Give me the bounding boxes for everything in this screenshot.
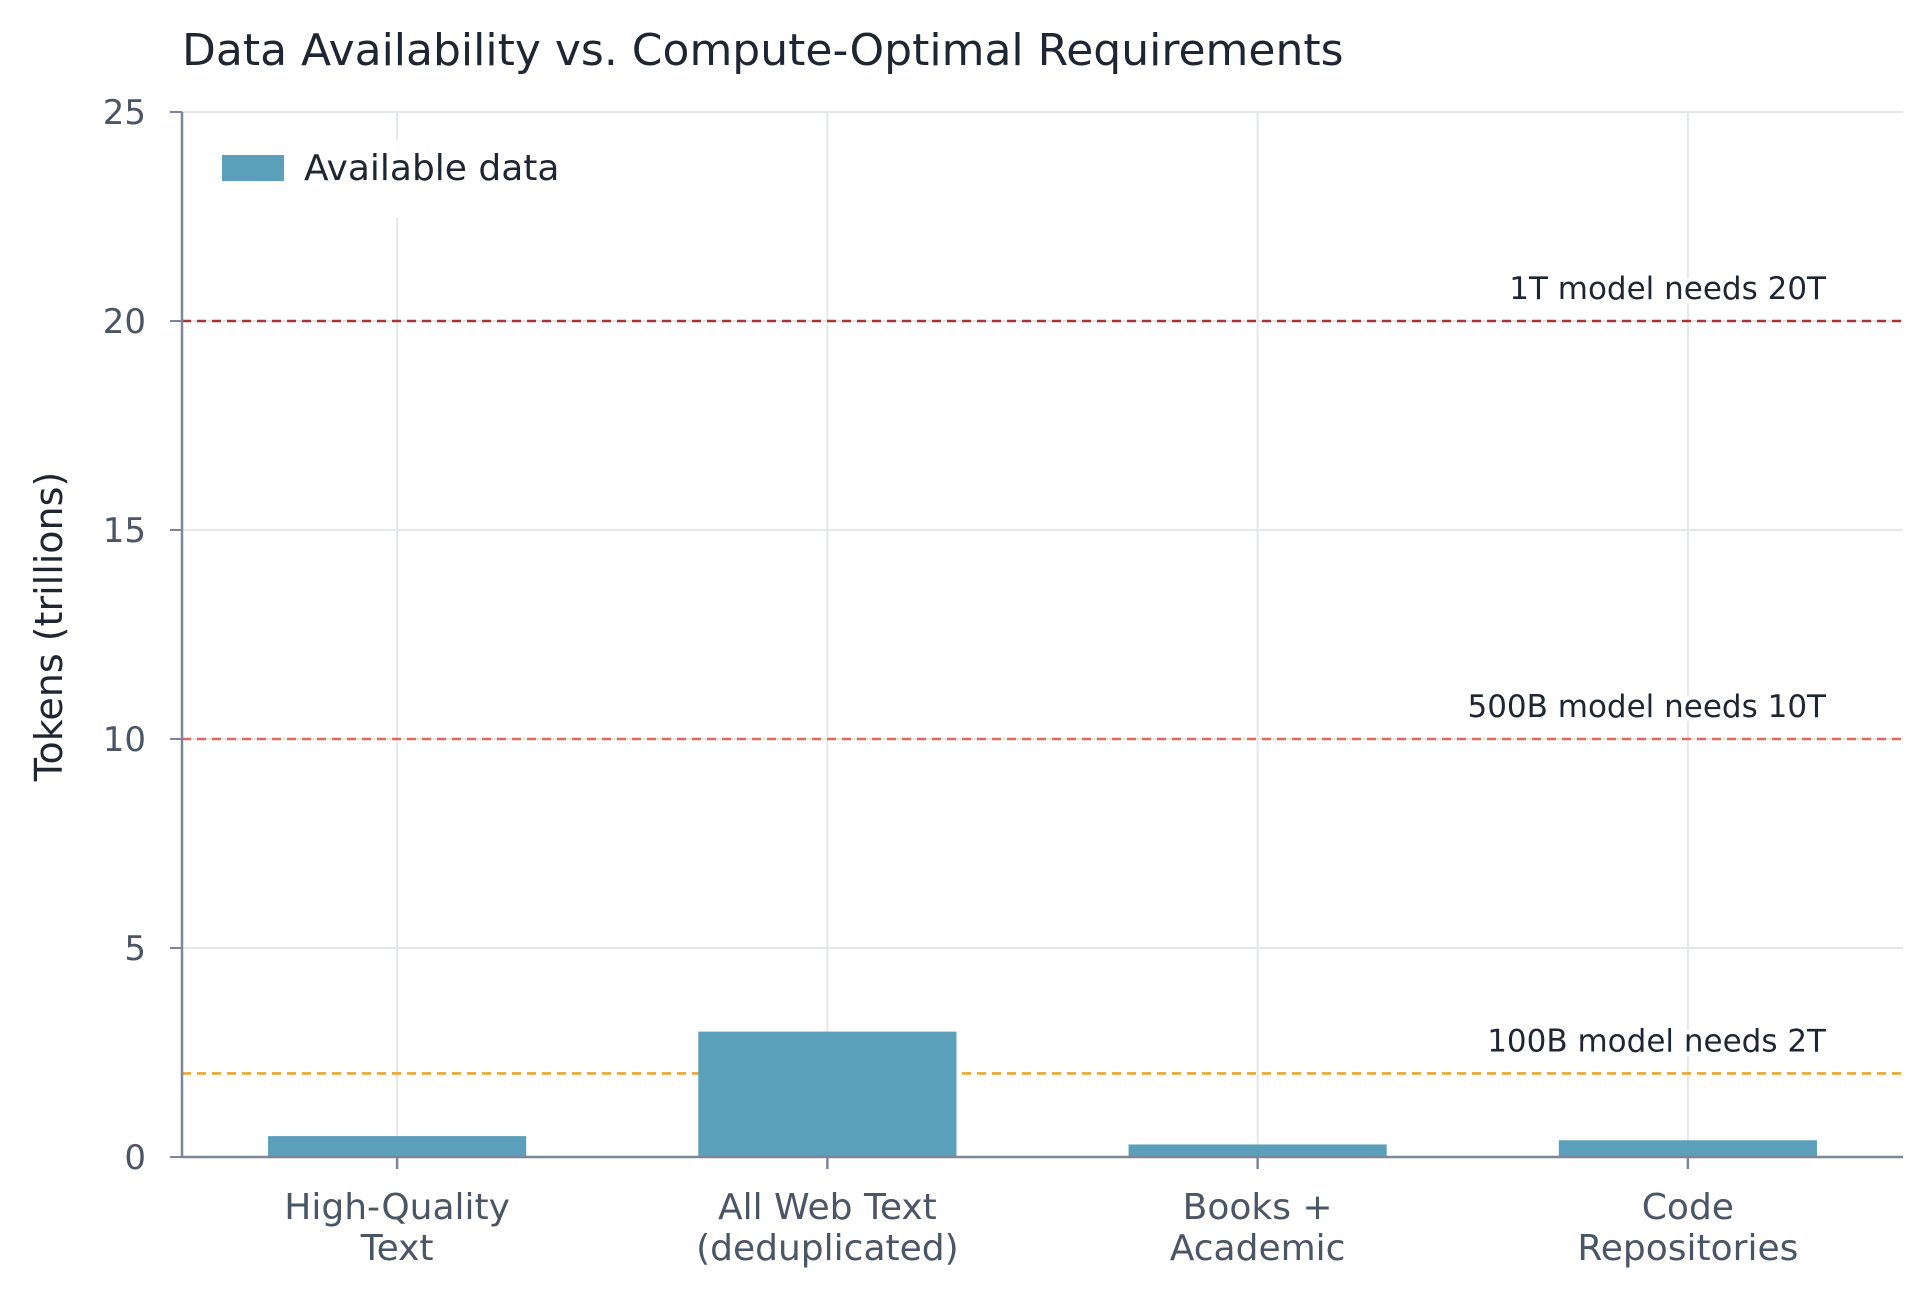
y-tick-label: 5 — [124, 929, 146, 969]
reference-line-label: 100B model needs 2T — [1487, 1023, 1827, 1059]
grid — [182, 111, 1903, 1157]
y-tick-label: 15 — [103, 511, 146, 551]
x-tick-label: All Web Text — [718, 1187, 937, 1228]
bar — [1128, 1144, 1387, 1157]
legend-label: Available data — [304, 148, 559, 189]
y-tick-label: 25 — [103, 93, 146, 133]
y-tick-label: 20 — [103, 302, 146, 342]
legend: Available data — [200, 140, 582, 218]
y-tick-label: 0 — [124, 1138, 146, 1178]
bar — [268, 1136, 527, 1157]
bars — [268, 1031, 1817, 1157]
bar — [698, 1031, 957, 1157]
x-tick-label: Academic — [1170, 1228, 1346, 1269]
y-axis-label: Tokens (trillions) — [27, 472, 71, 783]
x-tick-label: (deduplicated) — [696, 1228, 959, 1269]
legend-swatch — [222, 155, 284, 181]
reference-line-label: 1T model needs 20T — [1509, 271, 1827, 307]
chart-title: Data Availability vs. Compute-Optimal Re… — [182, 25, 1344, 76]
x-tick-label: Books + — [1183, 1187, 1333, 1228]
x-tick-label: Repositories — [1577, 1228, 1798, 1269]
x-tick-label: Code — [1642, 1187, 1734, 1228]
x-tick-label: High-Quality — [284, 1187, 510, 1228]
y-tick-label: 10 — [103, 720, 146, 760]
reference-lines: 1T model needs 20T 500B model needs 10T 10… — [182, 266, 1903, 1075]
bar — [1558, 1140, 1817, 1157]
x-tick-label: Text — [360, 1228, 434, 1269]
reference-line-label: 500B model needs 10T — [1467, 689, 1827, 725]
